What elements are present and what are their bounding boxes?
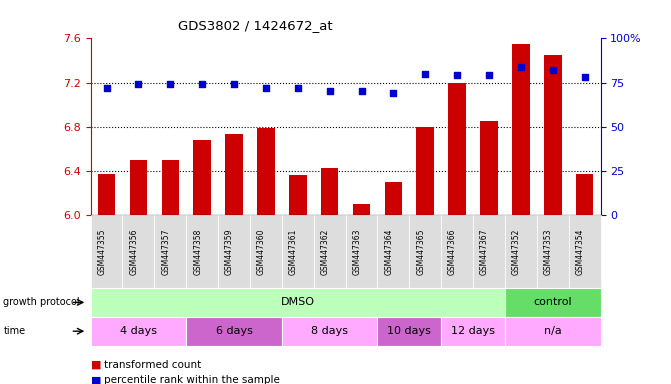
Point bbox=[197, 81, 207, 88]
Text: percentile rank within the sample: percentile rank within the sample bbox=[104, 375, 280, 384]
Bar bbox=[384, 182, 402, 215]
Bar bbox=[417, 127, 434, 215]
Bar bbox=[544, 55, 562, 215]
Point bbox=[420, 71, 431, 77]
Text: GSM447358: GSM447358 bbox=[193, 228, 202, 275]
Point bbox=[356, 88, 367, 94]
Point bbox=[260, 85, 271, 91]
Text: n/a: n/a bbox=[544, 326, 562, 336]
Text: GSM447360: GSM447360 bbox=[257, 228, 266, 275]
Text: GSM447354: GSM447354 bbox=[576, 228, 584, 275]
Text: control: control bbox=[533, 297, 572, 308]
Text: GSM447356: GSM447356 bbox=[130, 228, 138, 275]
Text: GSM447357: GSM447357 bbox=[161, 228, 170, 275]
Text: GSM447359: GSM447359 bbox=[225, 228, 234, 275]
Text: GSM447352: GSM447352 bbox=[512, 228, 521, 275]
Point bbox=[133, 81, 144, 88]
Text: ■: ■ bbox=[91, 375, 101, 384]
Text: transformed count: transformed count bbox=[104, 360, 201, 370]
Bar bbox=[321, 167, 338, 215]
Text: time: time bbox=[3, 326, 25, 336]
Bar bbox=[193, 140, 211, 215]
Text: 10 days: 10 days bbox=[387, 326, 431, 336]
Bar bbox=[512, 44, 529, 215]
Bar bbox=[257, 128, 274, 215]
Point bbox=[324, 88, 335, 94]
Text: GSM447367: GSM447367 bbox=[480, 228, 489, 275]
Text: GSM447364: GSM447364 bbox=[384, 228, 393, 275]
Bar bbox=[98, 174, 115, 215]
Point bbox=[548, 67, 558, 73]
Bar bbox=[576, 174, 593, 215]
Bar bbox=[480, 121, 498, 215]
Point bbox=[579, 74, 590, 80]
Bar bbox=[225, 134, 243, 215]
Text: GSM447362: GSM447362 bbox=[321, 228, 329, 275]
Bar bbox=[289, 175, 307, 215]
Point bbox=[484, 73, 495, 79]
Bar bbox=[130, 160, 147, 215]
Bar bbox=[448, 83, 466, 215]
Bar bbox=[162, 160, 179, 215]
Text: GSM447363: GSM447363 bbox=[352, 228, 362, 275]
Text: GSM447366: GSM447366 bbox=[448, 228, 457, 275]
Point bbox=[515, 64, 526, 70]
Bar bbox=[353, 204, 370, 215]
Point bbox=[165, 81, 176, 88]
Text: GDS3802 / 1424672_at: GDS3802 / 1424672_at bbox=[178, 19, 332, 32]
Text: 6 days: 6 days bbox=[215, 326, 252, 336]
Point bbox=[388, 90, 399, 96]
Text: 12 days: 12 days bbox=[451, 326, 495, 336]
Text: GSM447355: GSM447355 bbox=[97, 228, 107, 275]
Text: GSM447353: GSM447353 bbox=[544, 228, 553, 275]
Text: GSM447361: GSM447361 bbox=[289, 228, 298, 275]
Point bbox=[101, 85, 112, 91]
Text: GSM447365: GSM447365 bbox=[416, 228, 425, 275]
Text: 8 days: 8 days bbox=[311, 326, 348, 336]
Text: 4 days: 4 days bbox=[120, 326, 157, 336]
Text: DMSO: DMSO bbox=[280, 297, 315, 308]
Text: ■: ■ bbox=[91, 360, 101, 370]
Point bbox=[452, 73, 462, 79]
Text: growth protocol: growth protocol bbox=[3, 297, 80, 308]
Point bbox=[293, 85, 303, 91]
Point bbox=[229, 81, 240, 88]
